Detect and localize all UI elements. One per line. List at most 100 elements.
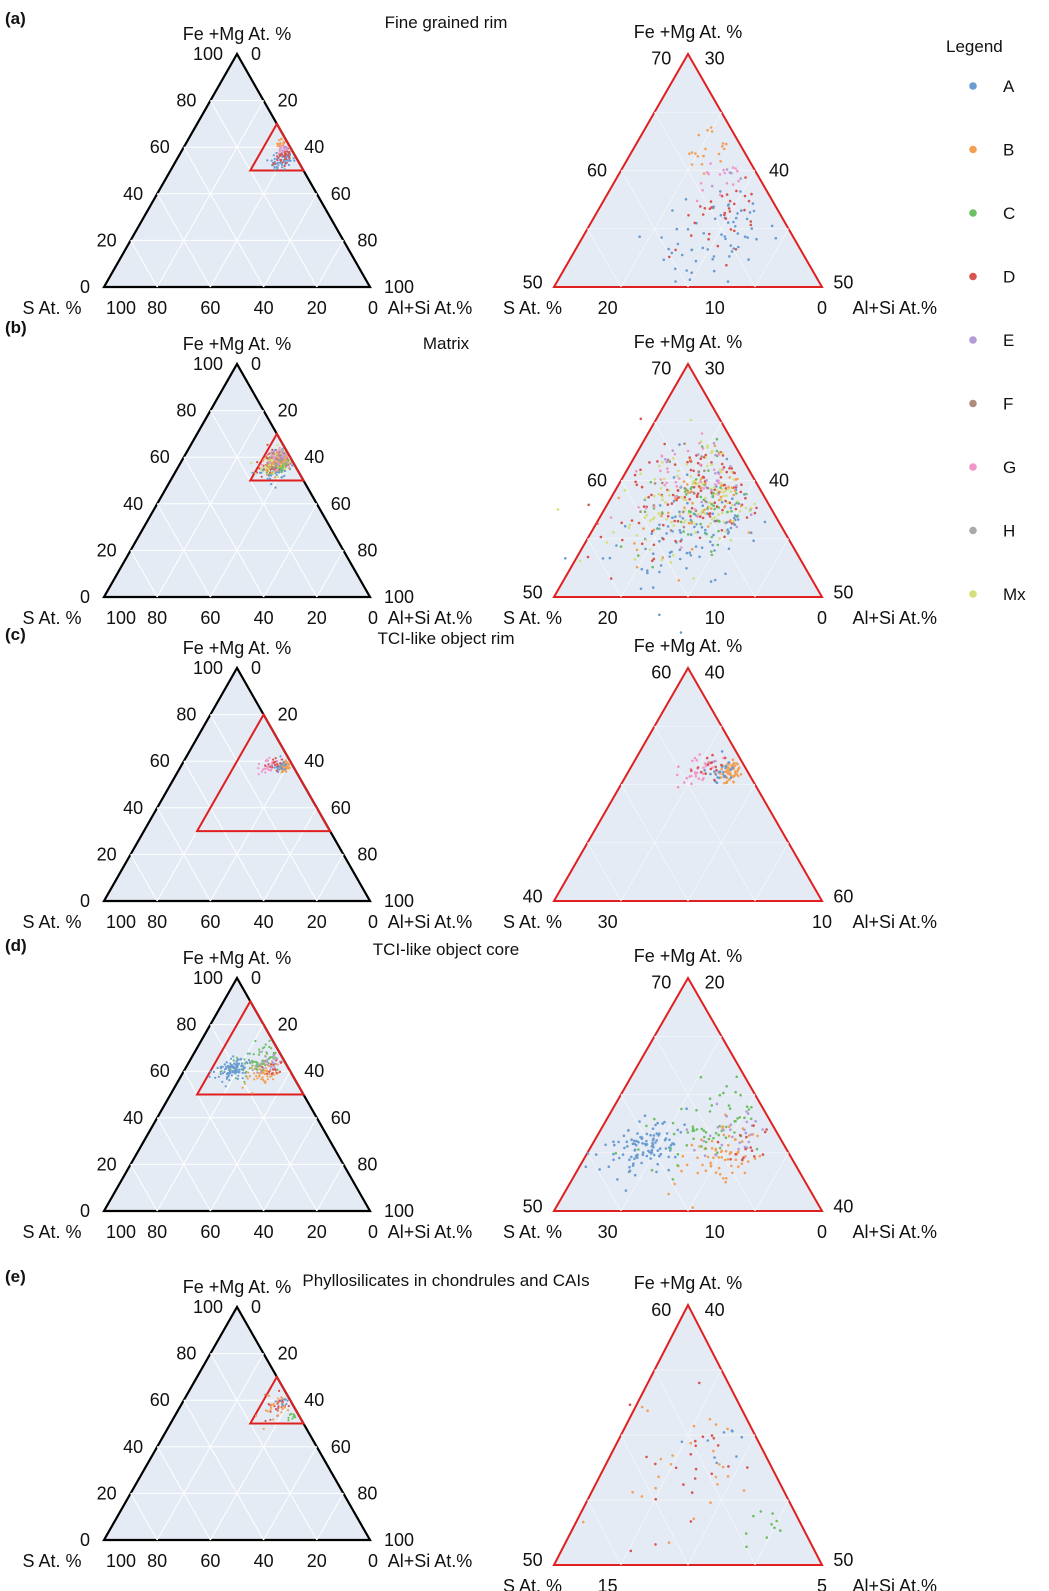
grid-line (687, 480, 756, 598)
zoom-tick-right: 60 (833, 886, 853, 906)
point-D (753, 511, 757, 515)
point-Mx (669, 561, 673, 564)
point-D (749, 1146, 752, 1149)
grid-line (183, 1399, 265, 1541)
point-D (275, 155, 279, 158)
point-Mx (707, 505, 711, 508)
point-C (614, 1151, 618, 1155)
point-A (726, 532, 730, 535)
point-C (733, 1131, 736, 1134)
point-C (736, 1117, 739, 1120)
point-A (646, 569, 649, 572)
point-C (684, 493, 688, 496)
point-D (734, 1152, 737, 1156)
point-C (245, 1075, 248, 1078)
point-A (658, 1132, 661, 1135)
zoom-region-frame (248, 1374, 306, 1425)
point-C (771, 1512, 774, 1515)
point-A (633, 1157, 636, 1161)
point-C (726, 510, 729, 514)
point-B (714, 1148, 717, 1152)
point-G (673, 452, 677, 456)
point-B (698, 1145, 701, 1148)
point-G (695, 759, 699, 762)
data-points-zoom (581, 1381, 782, 1553)
point-A (725, 521, 729, 524)
point-B (253, 1078, 256, 1081)
point-E (705, 479, 708, 482)
tick-left: 80 (176, 705, 196, 725)
point-A (251, 471, 254, 474)
point-A (724, 572, 727, 576)
point-E (747, 1140, 751, 1144)
point-G (609, 516, 613, 519)
point-B (287, 765, 290, 768)
zoom-grid (587, 111, 789, 288)
point-C (691, 1125, 695, 1128)
point-B (744, 1155, 747, 1158)
point-D (744, 1147, 747, 1151)
point-G (702, 766, 705, 770)
point-C (287, 458, 290, 461)
grid-line (263, 1446, 318, 1541)
point-A (232, 1066, 235, 1069)
point-E (266, 1058, 269, 1062)
tick-bottom: 100 (106, 608, 136, 628)
grid-line (754, 538, 789, 598)
point-A (722, 1431, 726, 1434)
point-F (279, 460, 282, 463)
grid-line (620, 726, 722, 902)
point-F (661, 481, 664, 485)
point-A (685, 551, 689, 555)
point-D (280, 153, 283, 156)
point-B (640, 1495, 644, 1498)
point-A (649, 1152, 653, 1155)
tick-bottom: 40 (254, 298, 274, 318)
point-A (696, 530, 700, 534)
point-F (275, 465, 278, 468)
point-C (704, 1147, 708, 1150)
point-A (289, 159, 292, 162)
point-D (642, 505, 646, 508)
point-B (255, 1074, 258, 1078)
point-A (674, 515, 677, 518)
point-D (279, 159, 283, 162)
point-G (709, 162, 712, 165)
point-E (729, 1123, 733, 1126)
point-D (647, 495, 650, 499)
point-A (646, 571, 649, 575)
point-D (728, 199, 732, 203)
zoom-axis-label-left: S At. % (503, 608, 562, 628)
point-A (230, 1074, 233, 1077)
point-C (256, 1061, 259, 1065)
point-A (601, 557, 605, 560)
point-E (745, 1120, 749, 1124)
point-A (678, 557, 682, 561)
point-D (699, 770, 703, 774)
point-C (717, 519, 720, 523)
point-D (747, 199, 751, 203)
point-C (704, 1131, 708, 1134)
point-E (715, 1102, 719, 1106)
legend-item-G: G (969, 458, 1016, 477)
point-B (710, 1147, 714, 1150)
point-C (243, 1058, 246, 1061)
tick-right: 60 (331, 798, 351, 818)
point-G (690, 782, 693, 785)
tick-left: 20 (97, 230, 117, 250)
point-A (225, 1061, 228, 1064)
point-A (703, 769, 706, 772)
axis-label-right: Al+Si At.% (388, 912, 473, 932)
point-G (698, 753, 702, 756)
point-C (292, 1413, 295, 1416)
point-B (264, 1409, 267, 1412)
point-B (260, 1078, 263, 1081)
point-E (745, 1110, 748, 1113)
point-Mx (657, 512, 660, 515)
point-A (732, 247, 735, 250)
point-B (702, 154, 705, 158)
point-A (286, 1399, 289, 1402)
point-A (661, 1122, 664, 1125)
